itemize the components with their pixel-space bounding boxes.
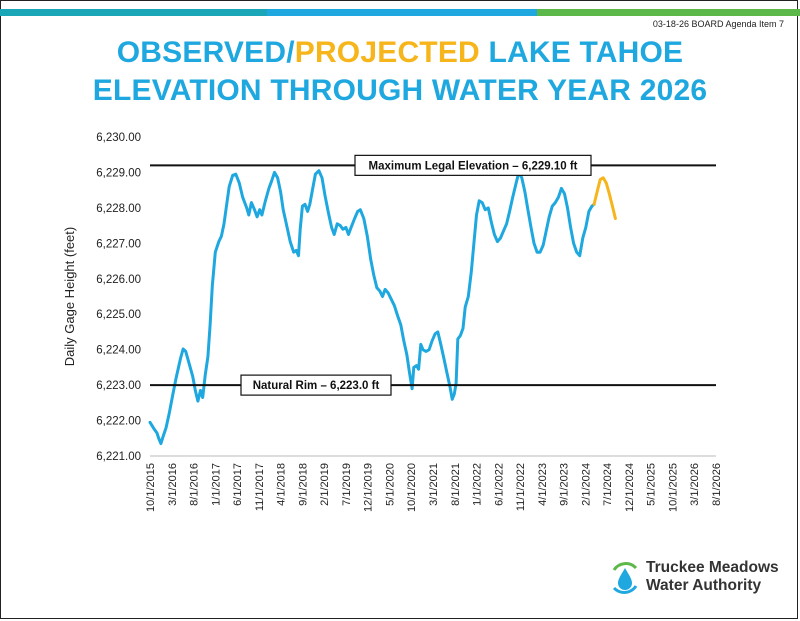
y-tick-label: 6,224.00 [96,345,141,357]
x-tick-label: 3/1/2026 [689,463,701,506]
x-tick-label: 7/1/2019 [341,463,353,506]
page-title: OBSERVED/PROJECTED LAKE TAHOE ELEVATION … [0,34,800,110]
logo-line1: Truckee Meadows [646,559,779,576]
twma-logo: Truckee Meadows Water Authority [608,555,788,605]
x-tick-label: 10/1/2025 [667,463,679,512]
y-tick-label: 6,230.00 [96,132,141,144]
title-line2: ELEVATION THROUGH WATER YEAR 2026 [92,74,708,107]
reference-label: Maximum Legal Elevation – 6,229.10 ft [369,160,578,172]
title-lake: LAKE TAHOE [479,36,684,69]
x-tick-label: 2/1/2024 [580,463,592,506]
water-drop-icon [612,562,638,594]
x-tick-label: 11/1/2022 [515,463,527,511]
elevation-chart: 6,221.00 6,222.00 6,223.00 6,224.00 6,225.00… [62,132,723,512]
title-observed: OBSERVED/ [116,36,295,69]
chart-series [148,169,617,446]
y-tick-label: 6,229.00 [96,167,141,179]
x-tick-label: 3/1/2021 [428,463,440,506]
y-tick-label: 6,228.00 [96,203,141,215]
y-tick-label: 6,226.00 [96,274,141,286]
x-tick-label: 7/1/2024 [602,463,614,506]
x-tick-label: 10/1/2015 [145,463,157,512]
x-tick-label: 10/1/2020 [406,463,418,512]
y-tick-label: 6,227.00 [96,238,141,250]
header-stripe-green [537,9,800,16]
x-tick-label: 2/1/2019 [319,463,331,506]
reference-label-box [240,374,392,396]
x-tick-label: 1/1/2017 [210,463,222,506]
x-tick-label: 6/1/2017 [232,463,244,506]
title-projected: PROJECTED [294,36,480,69]
x-tick-label: 12/1/2024 [624,463,636,512]
reference-label: Natural Rim – 6,223.0 ft [253,380,380,392]
x-tick-label: 3/1/2016 [167,463,179,506]
x-tick-label: 6/1/2022 [493,463,505,506]
agenda-label: 03-18-26 BOARD Agenda Item 7 [652,19,784,29]
series-line-projected [592,176,617,220]
reference-lines: Maximum Legal Elevation – 6,229.10 ft Nat… [150,154,716,396]
x-tick-label: 9/1/2018 [297,463,309,506]
x-tick-label: 5/1/2025 [646,463,658,506]
x-tick-label: 11/1/2017 [254,463,266,511]
chart-axes: 6,221.00 6,222.00 6,223.00 6,224.00 6,225.00… [62,132,723,512]
x-tick-label: 1/1/2022 [472,463,484,506]
x-tick-label: 8/1/2021 [450,463,462,506]
header-stripe-teal [0,9,267,16]
x-tick-label: 4/1/2023 [537,463,549,506]
y-tick-label: 6,225.00 [96,309,141,321]
header-stripe-blue [267,9,537,16]
y-tick-label: 6,221.00 [96,451,141,463]
x-tick-label: 5/1/2020 [384,463,396,506]
y-axis-title: Daily Gage Height (feet) [62,227,77,366]
x-tick-label: 12/1/2019 [363,463,375,512]
x-tick-label: 9/1/2023 [559,463,571,506]
x-tick-label: 8/1/2016 [189,463,201,506]
x-tick-label: 4/1/2018 [276,463,288,506]
series-line-observed [148,169,596,446]
y-tick-label: 6,222.00 [96,416,141,428]
y-tick-label: 6,223.00 [96,380,141,392]
reference-label-box [354,154,592,176]
x-tick-label: 8/1/2026 [711,463,723,506]
logo-line2: Water Authority [646,577,762,594]
